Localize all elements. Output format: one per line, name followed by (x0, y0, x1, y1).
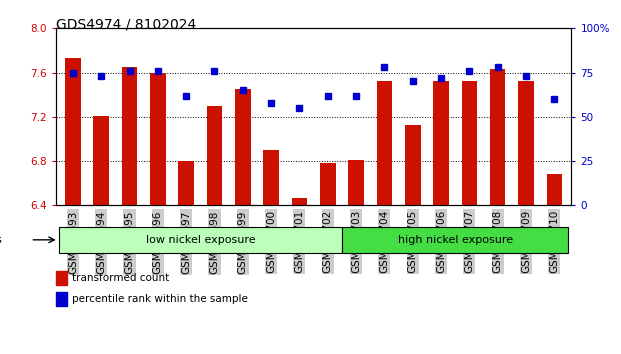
Bar (207, 106, 222, 205)
Bar (490, 69, 505, 205)
Bar (320, 163, 335, 205)
Text: high nickel exposure: high nickel exposure (397, 235, 513, 245)
Bar (263, 150, 279, 205)
Text: stress: stress (0, 235, 2, 245)
Bar (546, 175, 562, 205)
Bar (178, 161, 194, 205)
Text: percentile rank within the sample: percentile rank within the sample (73, 295, 248, 304)
Bar (56, 292, 67, 306)
Bar (376, 81, 392, 205)
Bar (461, 81, 477, 205)
Bar (235, 89, 251, 205)
Bar (59, 227, 342, 253)
Text: low nickel exposure: low nickel exposure (145, 235, 255, 245)
Bar (65, 58, 81, 205)
Text: transformed count: transformed count (73, 273, 170, 283)
Bar (56, 271, 67, 285)
Bar (342, 227, 568, 253)
Text: GDS4974 / 8102024: GDS4974 / 8102024 (56, 18, 196, 32)
Bar (292, 198, 307, 205)
Bar (122, 67, 137, 205)
Bar (405, 125, 420, 205)
Bar (150, 73, 166, 205)
Bar (518, 81, 534, 205)
Bar (93, 116, 109, 205)
Bar (348, 160, 364, 205)
Bar (433, 81, 449, 205)
